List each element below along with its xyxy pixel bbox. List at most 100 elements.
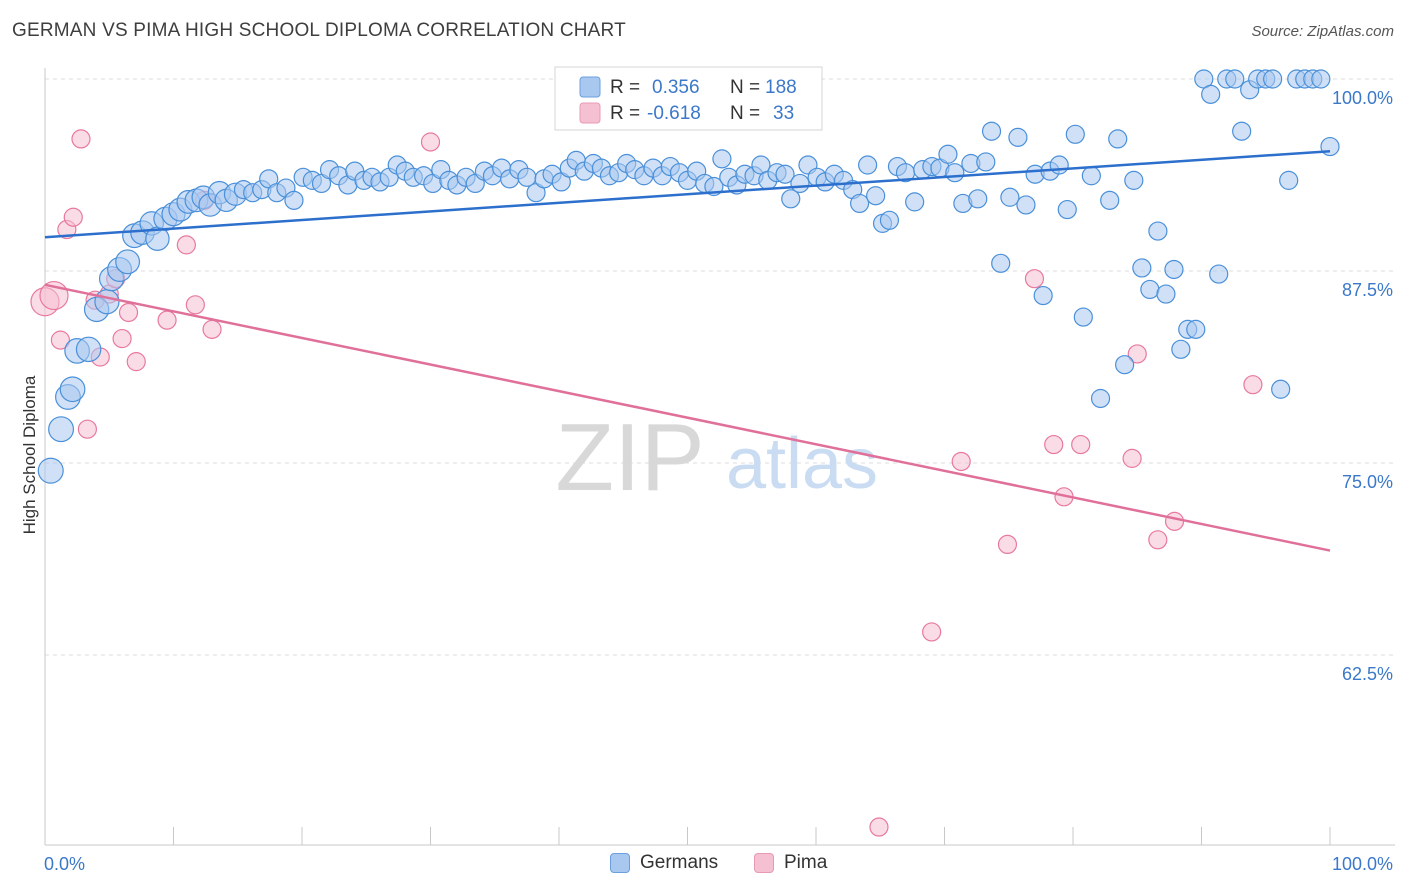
germans-trend-line [44, 149, 1331, 239]
legend-box: R = 0.356 N = 188 R = -0.618 N = 33 [554, 66, 823, 131]
german-point [945, 163, 965, 183]
german-point [1057, 199, 1077, 220]
german-point [849, 193, 870, 214]
y-tick-labels: 100.0% 87.5% 75.0% 62.5% [1332, 88, 1393, 684]
watermark: ZIP atlas [555, 404, 878, 511]
german-point [1279, 170, 1299, 190]
germans-series [37, 69, 1340, 484]
german-point [866, 186, 886, 206]
pima-point [77, 419, 98, 439]
legend-swatch-pima-bottom [754, 853, 774, 873]
pima-point [922, 622, 942, 642]
german-point [1320, 136, 1340, 157]
pima-point [112, 328, 132, 349]
german-point [1148, 221, 1168, 241]
pima-point [176, 235, 196, 255]
german-point [115, 249, 141, 275]
legend-n-value-germans: 188 [765, 77, 797, 98]
legend-n-value-pima: 33 [773, 103, 794, 124]
german-point [1271, 379, 1291, 399]
german-point [858, 155, 878, 175]
pima-point [50, 330, 71, 350]
german-point [1311, 69, 1331, 89]
german-point [284, 190, 304, 210]
german-point [1232, 121, 1252, 141]
pima-point [1024, 269, 1045, 289]
y-tick-label: 100.0% [1332, 88, 1393, 108]
pima-point [869, 817, 889, 837]
german-point [1065, 124, 1085, 144]
german-point [781, 189, 801, 209]
german-point [1132, 258, 1152, 278]
german-point [968, 189, 988, 209]
pima-point [202, 319, 222, 339]
german-point [879, 210, 900, 230]
german-point [48, 416, 75, 443]
pima-point [118, 302, 139, 323]
legend-swatch-germans-bottom [610, 853, 630, 873]
watermark-zip: ZIP [555, 404, 704, 511]
pima-point [157, 310, 177, 330]
pima-point [1122, 448, 1142, 468]
pima-point [185, 295, 205, 315]
german-point [1263, 69, 1283, 89]
legend-n-label-pima: N = [730, 103, 760, 124]
german-point [1008, 127, 1028, 147]
german-point [1049, 155, 1069, 175]
german-point [75, 336, 102, 363]
watermark-atlas: atlas [726, 424, 878, 504]
german-point [1100, 190, 1120, 210]
german-point [1156, 284, 1176, 304]
chart-source: Source: ZipAtlas.com [1251, 23, 1394, 40]
x-tick-label: 100.0% [1332, 854, 1393, 874]
legend-swatch-pima [579, 102, 601, 124]
x-tick-labels: 0.0% 100.0% [44, 854, 1393, 874]
german-point [1115, 355, 1135, 375]
german-point [37, 457, 64, 484]
german-point [976, 152, 996, 172]
german-point [981, 121, 1002, 141]
german-point [59, 376, 86, 403]
pima-point [126, 352, 146, 372]
german-point [1090, 388, 1111, 409]
pima-point [951, 451, 971, 472]
pima-point [71, 129, 91, 149]
german-point [1209, 264, 1229, 284]
y-tick-label: 62.5% [1342, 664, 1393, 684]
german-point [1108, 129, 1128, 149]
german-point [1081, 166, 1101, 186]
german-point [1140, 279, 1160, 300]
german-point [1171, 339, 1191, 359]
pima-point [420, 132, 441, 152]
german-point [1164, 259, 1184, 280]
legend-r-label-germans: R = [610, 77, 640, 98]
bottom-legend: Germans Pima [0, 850, 1406, 880]
german-point [1016, 195, 1036, 215]
german-point [1201, 84, 1221, 104]
german-point [1033, 285, 1053, 306]
legend-r-label-pima: R = [610, 103, 640, 124]
german-point [1124, 170, 1144, 190]
pima-point [997, 534, 1018, 555]
legend-item-germans: Germans [610, 852, 718, 874]
y-tick-label: 87.5% [1342, 280, 1393, 300]
german-point [94, 289, 120, 315]
legend-label-germans: Germans [640, 852, 719, 873]
german-point [1073, 307, 1093, 327]
legend-r-value-germans: 0.356 [652, 77, 700, 98]
pima-trend-line [44, 283, 1331, 552]
pima-point [1164, 511, 1185, 531]
german-point [938, 144, 958, 164]
german-point [775, 164, 795, 184]
chart-title: GERMAN VS PIMA HIGH SCHOOL DIPLOMA CORRE… [12, 20, 626, 41]
trend-lines [44, 149, 1331, 552]
legend-n-label-germans: N = [730, 77, 760, 98]
pima-point [1243, 375, 1263, 395]
pima-point [1044, 434, 1064, 455]
german-point [905, 192, 925, 212]
pima-point [1127, 344, 1147, 364]
german-point [1000, 187, 1020, 207]
german-point [1186, 319, 1206, 339]
legend-item-pima: Pima [754, 852, 827, 874]
